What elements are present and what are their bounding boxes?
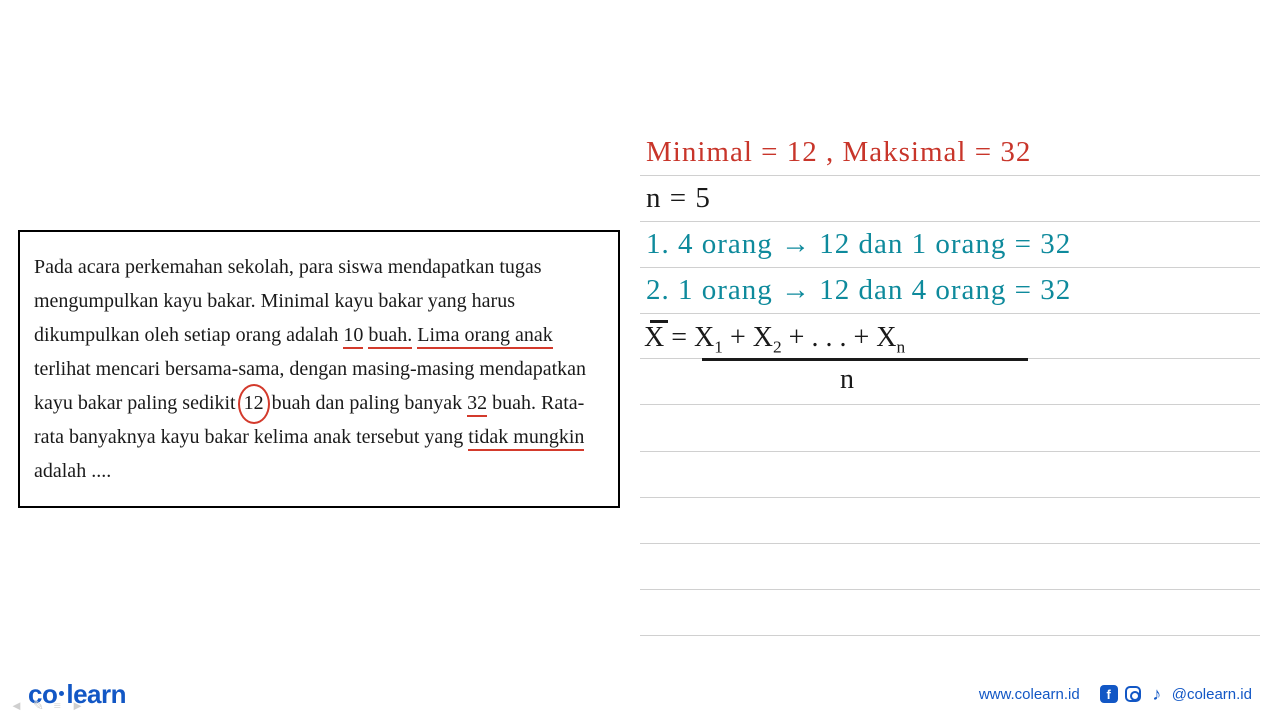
- note-minimal-maximal: Minimal = 12 , Maksimal = 32: [646, 136, 1031, 169]
- handwritten-notes: Minimal = 12 , Maksimal = 32 n = 5 1. 4 …: [640, 130, 1260, 636]
- forward-icon[interactable]: ►: [71, 698, 84, 714]
- list-icon[interactable]: ≡: [54, 698, 61, 714]
- player-controls: ◄ ✎ ≡ ►: [10, 698, 84, 714]
- formula-part: n: [896, 338, 905, 357]
- problem-segment: buah dan paling banyak: [267, 392, 468, 414]
- note-case-2: 2. 1 orang → 12 dan 4 orang = 32: [646, 274, 1071, 307]
- tiktok-icon: ♪: [1148, 685, 1166, 703]
- note-n-equals: n = 5: [646, 182, 711, 215]
- logo-dot-icon: [59, 691, 64, 696]
- formula-part: =: [664, 322, 694, 353]
- pencil-icon[interactable]: ✎: [33, 698, 44, 714]
- footer-bar: colearn www.colearn.id f ♪ @colearn.id: [0, 668, 1280, 720]
- formula-part: + . . . + X: [782, 322, 897, 353]
- problem-highlight: 12: [241, 386, 267, 420]
- ruled-line: [640, 590, 1260, 636]
- note-case-1: 1. 4 orang → 12 dan 1 orang = 32: [646, 228, 1071, 261]
- formula-part: X: [644, 322, 664, 353]
- back-icon[interactable]: ◄: [10, 698, 23, 714]
- ruled-line: [640, 404, 1260, 405]
- formula-numerator: X = X1 + X2 + . . . + Xn: [644, 322, 905, 358]
- formula-denominator: n: [840, 364, 854, 396]
- problem-segment: adalah ....: [34, 460, 111, 482]
- formula-part: X: [694, 322, 714, 353]
- footer-url: www.colearn.id: [979, 686, 1080, 703]
- problem-highlight: 32: [467, 392, 487, 417]
- problem-highlight: Lima orang anak: [417, 324, 553, 349]
- ruled-line: [640, 452, 1260, 498]
- formula-part: 2: [773, 338, 782, 357]
- formula-part: + X: [723, 322, 773, 353]
- problem-text: Pada acara perkemahan sekolah, para sisw…: [34, 250, 604, 488]
- note-line-4: 2. 1 orang → 12 dan 4 orang = 32: [640, 268, 1260, 314]
- footer-handle: @colearn.id: [1172, 686, 1252, 703]
- ruled-line: [640, 406, 1260, 452]
- note-line-2: n = 5: [640, 176, 1260, 222]
- fraction-bar: [702, 358, 1028, 361]
- note-line-3: 1. 4 orang → 12 dan 1 orang = 32: [640, 222, 1260, 268]
- ruled-line: [640, 544, 1260, 590]
- problem-highlight: 10: [343, 324, 363, 349]
- problem-highlight: buah.: [368, 324, 412, 349]
- problem-box: Pada acara perkemahan sekolah, para sisw…: [18, 230, 620, 508]
- facebook-icon: f: [1100, 685, 1118, 703]
- formula-part: 1: [714, 338, 723, 357]
- empty-ruled-lines: [640, 406, 1260, 636]
- problem-highlight: tidak mungkin: [468, 426, 584, 451]
- social-icons: f ♪ @colearn.id: [1100, 685, 1252, 703]
- instagram-icon: [1124, 685, 1142, 703]
- ruled-line: [640, 498, 1260, 544]
- note-line-1: Minimal = 12 , Maksimal = 32: [640, 130, 1260, 176]
- footer-right: www.colearn.id f ♪ @colearn.id: [979, 685, 1252, 703]
- note-formula-row: X = X1 + X2 + . . . + Xn n: [640, 314, 1260, 406]
